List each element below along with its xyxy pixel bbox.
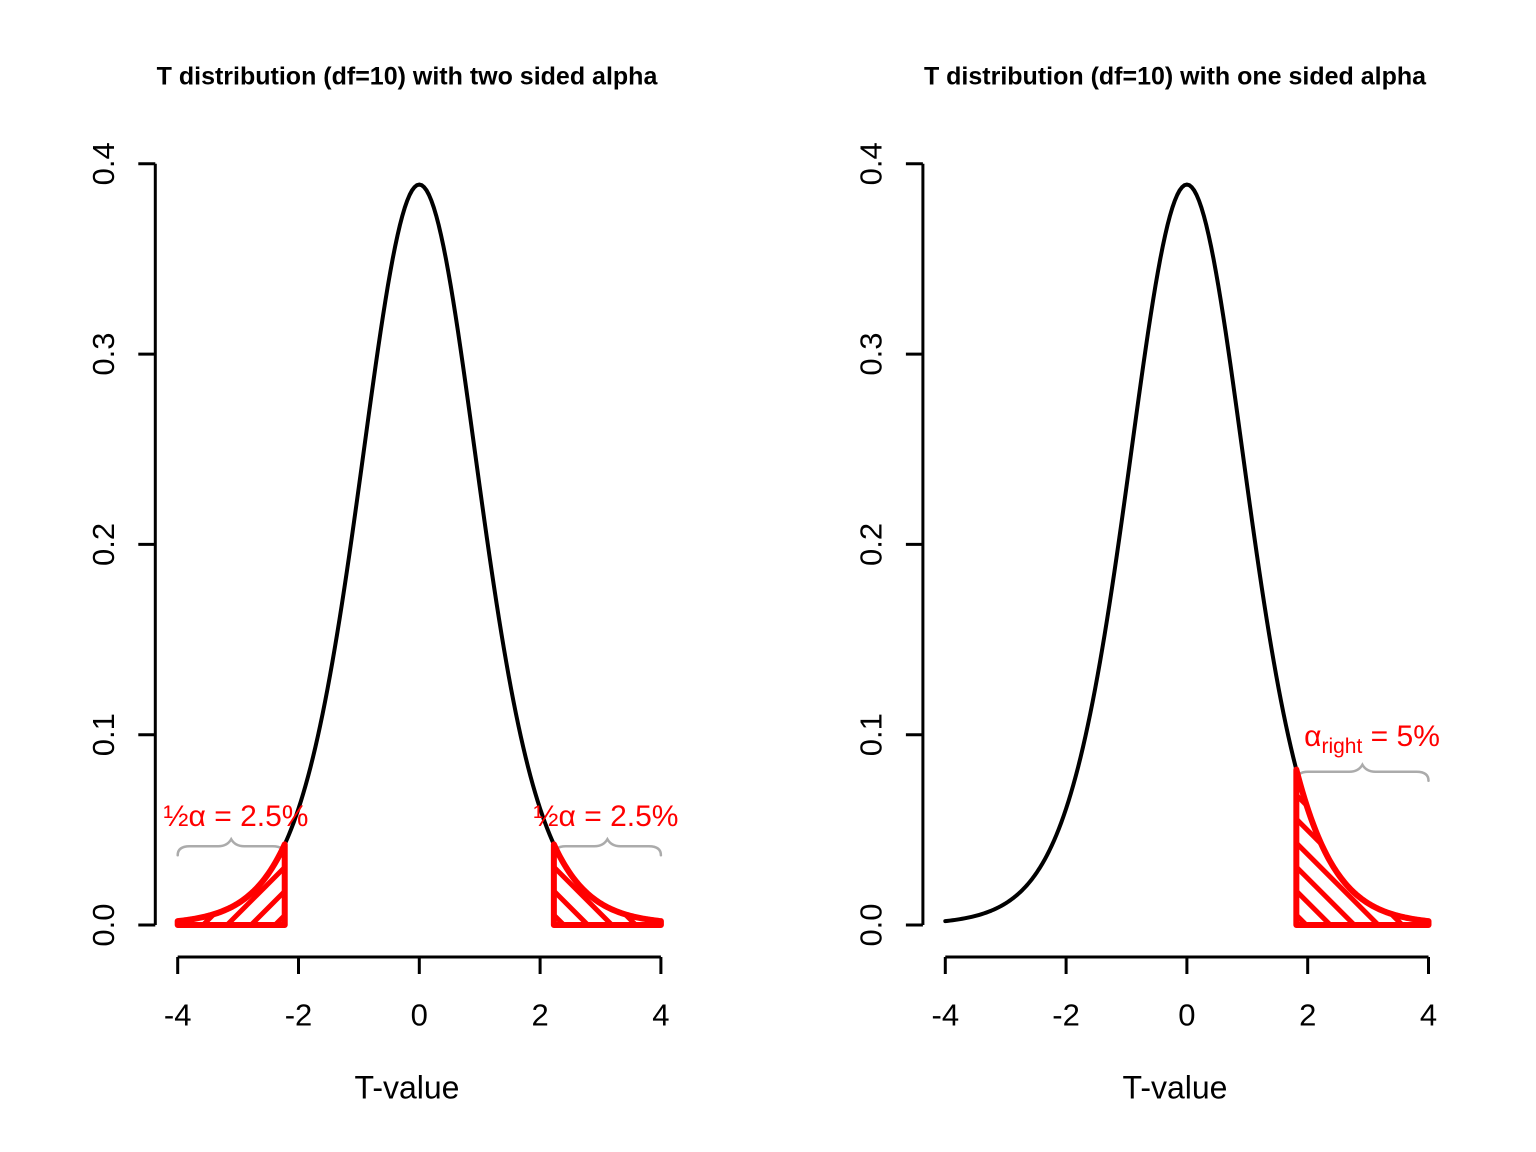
y-tick-label: 0.3 (86, 333, 121, 376)
hatch-line (1296, 769, 1407, 925)
right-panel-curve (943, 182, 1431, 924)
right-panel-axes: 0.0 0.1 0.2 0.3 0.4 -4 -2 0 2 4 (853, 142, 1437, 1032)
hatch-line (553, 844, 592, 925)
left-panel-axes: 0.0 0.1 0.2 0.3 0.4 -4 -2 0 2 4 (86, 142, 670, 1032)
hatch-line (553, 844, 640, 925)
y-tick-label: 0.0 (86, 903, 121, 946)
x-tick-label: 0 (1178, 998, 1195, 1033)
hatch-line (1481, 764, 1536, 951)
left-panel-braces (176, 836, 663, 857)
rejection-region-border (174, 841, 288, 928)
x-tick-label: 0 (411, 998, 428, 1033)
hatch-line (365, 818, 478, 931)
y-tick-label: 0.4 (853, 142, 888, 185)
hatch-line (317, 818, 430, 931)
hatch-line (1296, 769, 1311, 925)
tail-extent-brace (552, 836, 663, 857)
hatch-line (1296, 769, 1383, 925)
hatch-line (595, 844, 661, 925)
rejection-region-border (1293, 766, 1432, 928)
hatch-line (1457, 764, 1536, 951)
hatch-line (293, 818, 406, 931)
hatch-line (553, 844, 568, 925)
hatch-line (1433, 764, 1536, 951)
hatch-line (1529, 764, 1536, 951)
hatch-line (341, 818, 454, 931)
alpha-label-right-tail: ½α = 2.5% (533, 800, 679, 833)
rejection-region-hatching (177, 818, 478, 931)
alpha-value: = 5% (1362, 720, 1440, 753)
alpha-subscript: right (1321, 735, 1363, 758)
x-tick-label: -2 (1052, 998, 1080, 1033)
right-panel-rejection-regions (1293, 764, 1536, 951)
rejection-region-border (550, 841, 664, 928)
alpha-symbol: α (1304, 720, 1322, 753)
alpha-label-left-tail: ½α = 2.5% (163, 800, 309, 833)
density-curve (943, 182, 1431, 924)
hatch-line (741, 838, 854, 951)
x-tick-label: 2 (1299, 998, 1316, 1033)
y-tick-label: 0.3 (853, 333, 888, 376)
left-panel-rejection-regions (174, 818, 854, 951)
y-tick-label: 0.0 (853, 903, 888, 946)
x-tick-label: 2 (531, 998, 548, 1033)
tail-extent-brace (176, 836, 286, 857)
rejection-region-hatching (553, 838, 854, 951)
hatch-line (1296, 769, 1359, 925)
hatch-line (219, 844, 285, 925)
y-tick-label: 0.1 (86, 713, 121, 756)
hatch-line (243, 844, 285, 925)
x-tick-label: 4 (1420, 998, 1437, 1033)
right-x-axis-label: T-value (1122, 1069, 1228, 1106)
hatch-line (553, 844, 616, 925)
hatch-line (669, 838, 782, 951)
y-tick-label: 0.2 (86, 523, 121, 566)
hatch-line (717, 838, 830, 951)
x-tick-label: -2 (285, 998, 313, 1033)
tail-extent-brace (1295, 762, 1430, 782)
alpha-label-one-sided-tail: αright = 5% (1304, 720, 1440, 757)
y-tick-label: 0.1 (853, 713, 888, 756)
y-tick-label: 0.4 (86, 142, 121, 185)
left-chart-title: T distribution (df=10) with two sided al… (156, 62, 658, 91)
left-x-axis-label: T-value (354, 1069, 460, 1106)
x-tick-label: -4 (164, 998, 192, 1033)
hatch-line (1505, 764, 1536, 951)
hatch-line (619, 844, 661, 925)
right-chart-title: T distribution (df=10) with one sided al… (923, 62, 1427, 91)
y-tick-label: 0.2 (853, 523, 888, 566)
x-tick-label: 4 (652, 998, 669, 1033)
hatch-line (553, 844, 661, 925)
x-tick-label: -4 (932, 998, 960, 1033)
hatch-line (1296, 769, 1335, 925)
hatch-line (693, 838, 806, 951)
right-panel-braces (1295, 762, 1430, 782)
